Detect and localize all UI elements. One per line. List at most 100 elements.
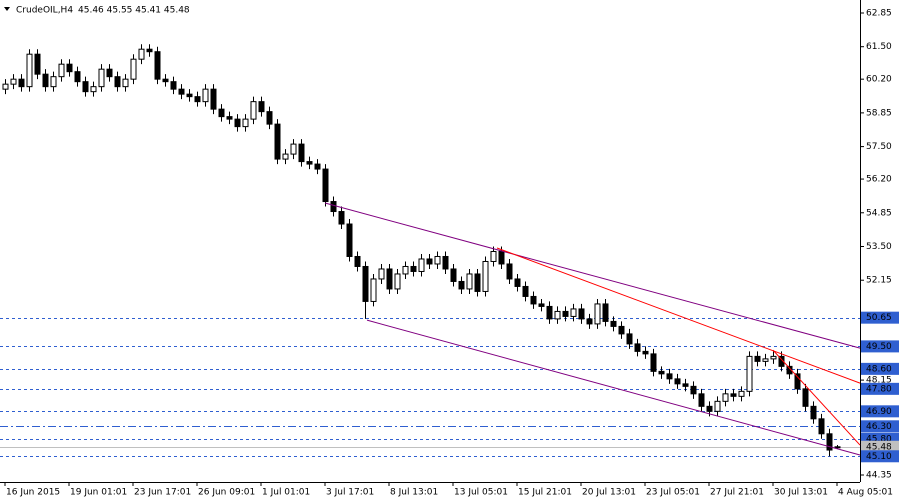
candle-body — [290, 143, 297, 155]
candle-body — [682, 383, 689, 387]
candle-body — [58, 63, 65, 78]
candle-body — [266, 111, 273, 125]
y-tick-label: 60.20 — [866, 75, 892, 85]
candle-body — [690, 385, 697, 395]
candle-body — [826, 433, 833, 451]
candle-body — [114, 76, 121, 88]
x-tick-label: 4 Aug 05:01 — [838, 488, 893, 498]
candle-body — [610, 320, 617, 327]
candle-body — [170, 81, 177, 90]
x-tick-label: 3 Jul 17:01 — [326, 488, 374, 498]
candle-body — [578, 308, 585, 320]
candle-body — [66, 63, 73, 73]
level-label: 45.48 — [866, 442, 892, 452]
trendline — [772, 349, 861, 446]
candle-body — [722, 393, 729, 402]
candle-body — [810, 405, 817, 420]
candle-body — [74, 71, 81, 83]
x-tick-label: 8 Jul 13:01 — [390, 488, 438, 498]
candle-body — [162, 78, 169, 83]
candle-body — [538, 303, 545, 307]
y-tick-label: 61.50 — [866, 42, 892, 52]
candle-body — [738, 390, 745, 397]
candle-body — [570, 308, 577, 317]
y-tick-label: 52.15 — [866, 276, 892, 286]
candle-body — [346, 223, 353, 257]
candle-body — [258, 101, 265, 113]
candle-body — [522, 285, 529, 297]
level-label-box — [861, 311, 899, 324]
candle-body — [786, 365, 793, 375]
x-tick-label: 27 Jul 21:01 — [710, 488, 764, 498]
menu-arrow[interactable] — [4, 7, 10, 11]
candle-body — [746, 355, 753, 392]
level-label: 46.90 — [866, 407, 892, 417]
candle-body — [474, 273, 481, 292]
candle-body — [50, 76, 57, 88]
level-label-box — [861, 420, 899, 433]
candle-body — [226, 116, 233, 120]
candle-body — [490, 250, 497, 262]
level-label-box — [861, 405, 899, 418]
x-tick-label: 23 Jun 17:01 — [134, 488, 191, 498]
candle-body — [210, 88, 217, 110]
candle-body — [498, 250, 505, 265]
candle-body — [186, 93, 193, 98]
candle-body — [354, 255, 361, 267]
candle-body — [82, 81, 89, 93]
candle-body — [242, 118, 249, 128]
candle-body — [674, 378, 681, 385]
candle-body — [234, 118, 241, 128]
trendline — [496, 247, 861, 384]
trendline — [366, 319, 861, 456]
x-tick-label: 16 Jun 2015 — [6, 488, 60, 498]
candle-body — [650, 353, 657, 372]
candle-body — [450, 268, 457, 282]
candle-body — [322, 168, 329, 203]
x-tick-label: 1 Jul 01:01 — [262, 488, 310, 498]
candle-body — [394, 273, 401, 290]
level-label: 45.10 — [866, 452, 892, 462]
candle-body — [834, 446, 841, 449]
candle-body — [138, 48, 145, 60]
level-label: 47.80 — [866, 384, 892, 394]
candle-body — [602, 303, 609, 322]
y-tick-label: 56.20 — [866, 175, 892, 185]
candle-body — [418, 258, 425, 272]
candle-body — [426, 258, 433, 265]
candle-body — [818, 418, 825, 435]
candle-body — [442, 255, 449, 270]
candle-body — [562, 310, 569, 317]
candle-body — [714, 400, 721, 412]
level-label-box — [861, 362, 899, 375]
candle-body — [554, 310, 561, 320]
x-tick-label: 15 Jul 21:01 — [518, 488, 572, 498]
level-label-box — [861, 340, 899, 353]
candle-body — [586, 318, 593, 325]
candle-body — [530, 295, 537, 305]
candle-body — [202, 88, 209, 103]
candle-body — [410, 265, 417, 272]
candle-body — [762, 358, 769, 362]
candle-body — [218, 108, 225, 118]
candle-body — [506, 263, 513, 280]
candle-body — [154, 51, 161, 80]
level-label-box — [861, 450, 899, 463]
candle-body — [194, 96, 201, 103]
candle-body — [338, 211, 345, 225]
y-tick-label: 62.85 — [866, 8, 892, 18]
candle-body — [634, 343, 641, 352]
candle-body — [10, 78, 17, 85]
y-tick-label: 44.35 — [866, 471, 892, 481]
candle-body — [362, 265, 369, 302]
candle-body — [482, 260, 489, 292]
candle-body — [802, 388, 809, 407]
ohlc-info: 45.46 45.55 45.41 45.48 — [78, 6, 190, 16]
candle-body — [298, 143, 305, 163]
y-tick-label: 53.50 — [866, 242, 892, 252]
candle-body — [706, 405, 713, 412]
candle-body — [282, 153, 289, 160]
candle-body — [90, 86, 97, 93]
